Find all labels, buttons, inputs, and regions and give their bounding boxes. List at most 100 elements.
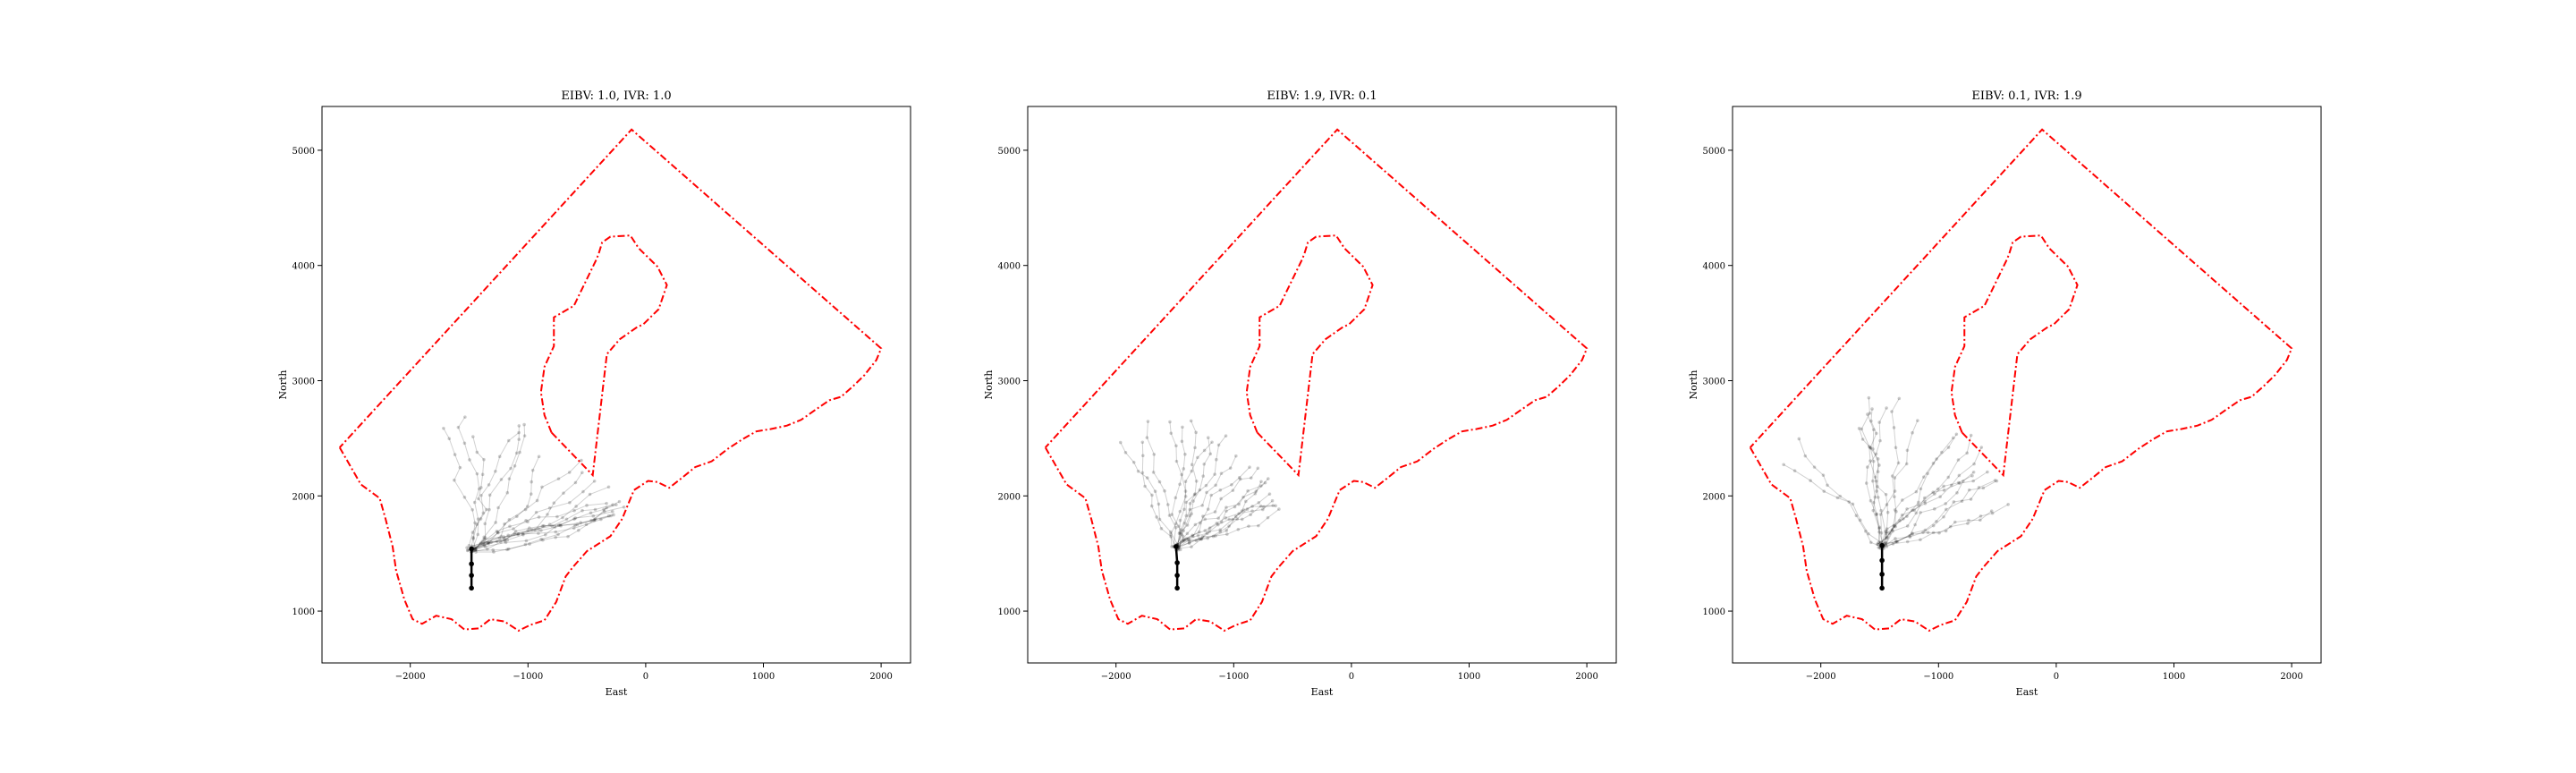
trajectory-point (526, 520, 530, 524)
trajectory-point (1225, 532, 1229, 536)
trajectory-point (1235, 517, 1239, 521)
trajectory-point (1178, 531, 1182, 535)
trajectory-point (1249, 513, 1252, 516)
sampled-trajectory (1882, 446, 1982, 547)
trajectory-point (1192, 493, 1197, 497)
trajectory-point (1913, 522, 1917, 527)
trajectory-point (1181, 534, 1185, 539)
trajectory-point (567, 471, 572, 474)
trajectory-point (1821, 473, 1826, 477)
trajectory-point (537, 527, 540, 531)
trajectory-point (1893, 476, 1897, 480)
trajectory-point (1885, 510, 1890, 514)
path-point (1174, 573, 1180, 578)
trajectory-point (480, 472, 485, 477)
trajectory-point (1993, 479, 1997, 482)
trajectory-point (1923, 528, 1928, 532)
trajectory-point (508, 524, 512, 529)
trajectory-point (1851, 502, 1855, 506)
trajectory-point (1205, 490, 1208, 495)
trajectory-point (592, 518, 597, 522)
trajectory-point (1797, 437, 1801, 441)
trajectory-point (539, 529, 543, 532)
trajectory-point (1981, 486, 1986, 490)
trajectory-point (1792, 469, 1797, 472)
trajectory-point (1896, 461, 1901, 465)
trajectory-point (1891, 542, 1895, 546)
trajectory-point (1877, 530, 1881, 534)
sampled-trajectory (1146, 421, 1177, 547)
trajectory-point (1263, 480, 1267, 485)
trajectory-point (518, 450, 521, 454)
trajectory-point (1247, 524, 1250, 528)
sampled-trajectory (467, 511, 613, 551)
trajectory-point (1181, 425, 1184, 429)
trajectory-point (1867, 531, 1870, 536)
trajectory-point (1933, 492, 1936, 496)
trajectory-point (487, 540, 490, 545)
trajectory-point (1198, 521, 1202, 525)
sampled-trajectory (1177, 508, 1280, 548)
trajectory-point (1877, 526, 1881, 531)
trajectory-point (1942, 514, 1945, 519)
trajectory-point (503, 539, 507, 543)
axes-frame (321, 106, 911, 664)
trajectory-point (486, 547, 489, 551)
subplot-1: −2000 −1000 0 1000 2000 1000 2000 3000 4000 5000 E… (277, 89, 911, 698)
trajectory-point (470, 531, 475, 534)
trajectory-point (517, 437, 521, 441)
sampled-trajectory (471, 515, 609, 547)
inner-boundary (539, 234, 668, 478)
sampled-trajectory (1880, 420, 1919, 548)
trajectory-point (468, 458, 471, 462)
trajectory-point (491, 548, 495, 552)
trajectory-point (589, 518, 593, 522)
trajectory-point (1922, 496, 1927, 500)
trajectory-point (585, 504, 589, 507)
trajectory-point (1894, 539, 1898, 544)
trajectory-point (1200, 535, 1205, 539)
trajectory-point (1224, 505, 1228, 509)
trajectory-point (1131, 461, 1136, 464)
trajectory-point (1190, 545, 1193, 548)
trajectory-point (1893, 523, 1896, 528)
trajectory-point (453, 453, 457, 456)
trajectory-point (1190, 469, 1194, 473)
trajectory-point (1118, 440, 1123, 445)
y-tick-label: 2000 (1703, 492, 1725, 502)
trajectory-point (1969, 433, 1973, 437)
trajectory-point (1877, 420, 1882, 424)
trajectory-point (472, 500, 477, 505)
trajectory-point (530, 528, 534, 531)
x-tick-label: −1000 (1218, 672, 1249, 682)
trajectory-point (1233, 514, 1238, 519)
trajectory-point (1271, 504, 1275, 507)
trajectory-point (1236, 527, 1241, 531)
trajectory-point (1809, 479, 1812, 483)
trajectory-point (1213, 472, 1216, 476)
trajectory-point (1150, 493, 1154, 497)
trajectory-point (466, 548, 470, 552)
sampled-trajectory (1177, 478, 1269, 546)
trajectory-point (1885, 503, 1889, 506)
trajectory-point (1203, 529, 1208, 532)
sampled-trajectory (1178, 481, 1262, 548)
trajectory-point (481, 542, 485, 546)
trajectory-point (1208, 526, 1212, 531)
trajectory-point (1919, 487, 1923, 491)
trajectory-point (524, 519, 528, 522)
trajectory-point (1971, 479, 1975, 483)
trajectory-point (1938, 495, 1942, 498)
trajectory-point (1224, 509, 1228, 513)
sampled-trajectory (1178, 482, 1266, 549)
trajectory-point (1893, 489, 1897, 493)
trajectory-point (1245, 507, 1250, 511)
sampled-trajectory (1880, 480, 1996, 549)
trajectory-point (479, 486, 483, 489)
trajectory-point (529, 492, 533, 496)
trajectory-point (1875, 489, 1878, 493)
trajectory-point (1254, 489, 1258, 493)
trajectory-point (547, 522, 552, 527)
trajectory-point (593, 507, 597, 512)
